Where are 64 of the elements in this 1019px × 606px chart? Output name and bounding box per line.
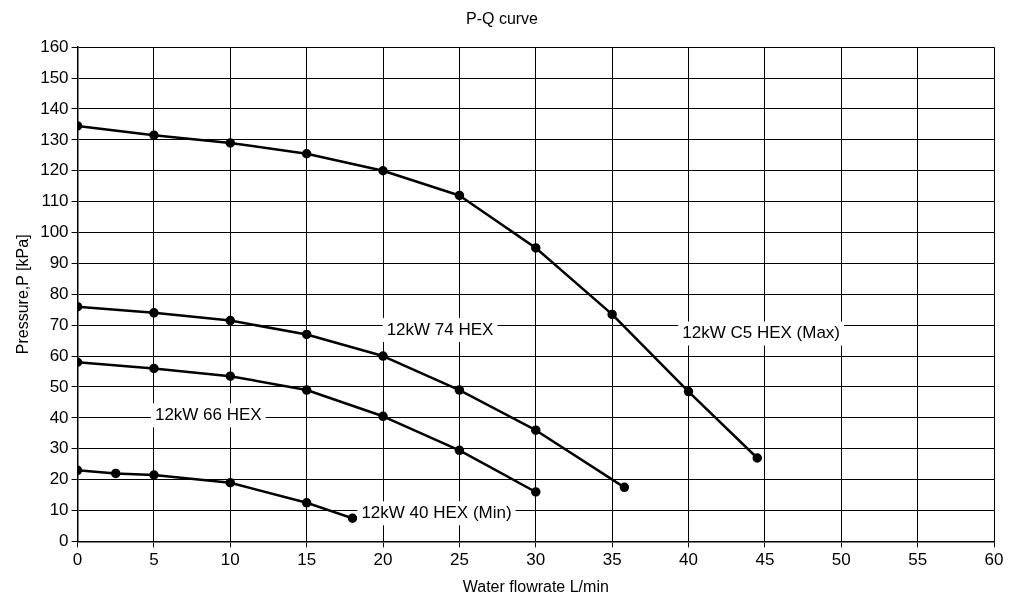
x-tick-label: 0 xyxy=(72,550,83,570)
x-tick-label: 25 xyxy=(449,550,469,570)
point xyxy=(531,425,541,435)
y-tick-label: 100 xyxy=(40,222,69,242)
x-tick-label: 40 xyxy=(679,550,698,570)
point xyxy=(378,351,388,361)
y-tick-label: 130 xyxy=(40,129,69,149)
point xyxy=(225,371,236,381)
x-tick-label: 55 xyxy=(908,550,928,570)
y-tick-label: 60 xyxy=(49,345,69,365)
point xyxy=(378,411,388,422)
point xyxy=(454,385,465,395)
point xyxy=(301,385,312,395)
point xyxy=(149,130,159,140)
x-tick-label: 15 xyxy=(297,550,317,570)
y-tick-label: 0 xyxy=(59,531,69,551)
point xyxy=(301,329,312,340)
point xyxy=(111,468,121,479)
y-tick-label: 150 xyxy=(40,67,69,87)
point xyxy=(752,453,762,463)
x-tick-label: 20 xyxy=(373,550,393,570)
y-tick-label: 40 xyxy=(49,407,69,427)
y-tick-label: 80 xyxy=(49,283,69,303)
y-tick-label: 50 xyxy=(49,376,69,396)
series-label: 12kW 74 HEX xyxy=(386,319,494,339)
point xyxy=(301,498,312,508)
y-tick-label: 120 xyxy=(40,160,69,180)
y-tick-label: 110 xyxy=(41,191,69,211)
point xyxy=(607,309,617,320)
series-label: 12kW C5 HEX (Max) xyxy=(682,323,841,343)
x-tick-label: 60 xyxy=(984,550,1004,570)
point xyxy=(619,482,630,493)
y-tick-label: 90 xyxy=(49,253,69,273)
chart-title: P-Q curve xyxy=(465,10,539,28)
y-tick-label: 140 xyxy=(40,98,69,118)
point xyxy=(301,149,312,159)
point xyxy=(378,166,388,176)
series-label: 12kW 40 HEX (Min) xyxy=(361,502,512,522)
point xyxy=(225,138,236,148)
point xyxy=(347,513,358,523)
y-tick-label: 10 xyxy=(49,500,69,520)
x-tick-label: 45 xyxy=(755,550,775,570)
x-axis-title: Water flowrate L/min xyxy=(462,577,609,595)
series-label: 12kW 66 HEX xyxy=(154,404,262,424)
y-tick-label: 30 xyxy=(49,438,69,458)
x-tick-label: 50 xyxy=(831,550,851,570)
y-tick-label: 20 xyxy=(49,469,69,489)
point xyxy=(683,386,694,397)
point xyxy=(149,470,159,480)
y-axis-title: Pressure,P [kPa] xyxy=(14,234,32,355)
point xyxy=(454,190,465,201)
x-tick-label: 10 xyxy=(220,550,240,570)
x-tick-label: 35 xyxy=(602,550,622,570)
x-tick-label: 5 xyxy=(149,550,159,570)
y-tick-label: 70 xyxy=(49,314,69,334)
point xyxy=(531,487,541,497)
y-tick-label: 160 xyxy=(40,36,69,56)
point xyxy=(454,445,465,456)
point xyxy=(225,315,236,326)
point xyxy=(149,308,159,318)
point xyxy=(531,243,541,253)
point xyxy=(149,363,159,374)
point xyxy=(225,477,236,488)
x-tick-label: 30 xyxy=(526,550,546,570)
